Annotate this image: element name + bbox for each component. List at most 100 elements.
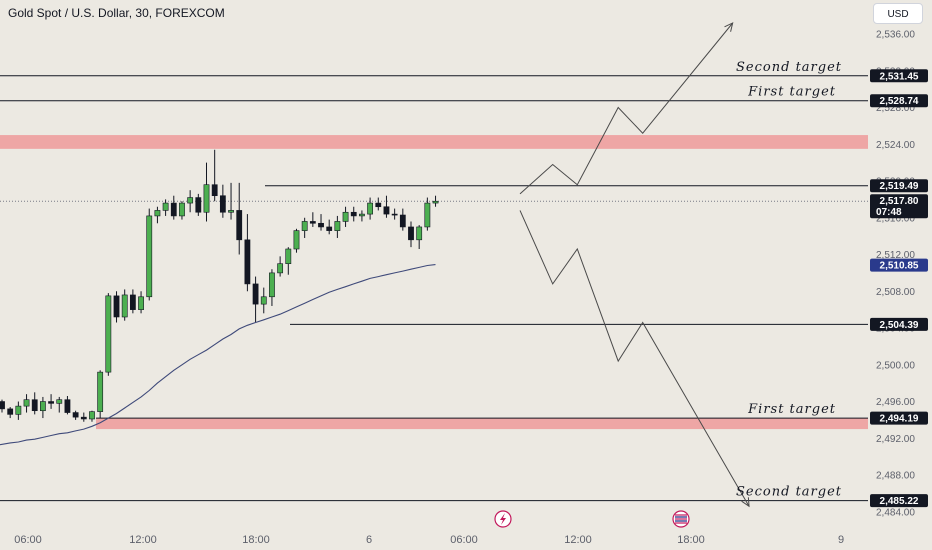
candle: [89, 410, 95, 422]
candle: [383, 195, 390, 218]
bullish-projection-path: [519, 22, 734, 195]
zone-rect: [96, 418, 868, 430]
x-tick-label: 12:00: [564, 534, 592, 546]
price-tag-first-target-up-text: 2,528.74: [880, 96, 919, 107]
candle: [31, 392, 38, 415]
price-tag-second-target-down: 2,485.22: [870, 494, 928, 508]
y-tick-label: 2,524.00: [876, 140, 915, 151]
price-tag-second-target-down-bg: [870, 494, 928, 508]
annotation-second-target-down: Second target: [736, 485, 842, 500]
candle: [211, 149, 218, 202]
candle: [416, 225, 423, 250]
candle: [146, 208, 153, 301]
price-tag-current-text: 2,517.80: [880, 196, 919, 207]
candle-body: [187, 197, 194, 204]
candle-body: [309, 221, 316, 224]
candle: [367, 197, 373, 220]
candle: [154, 206, 161, 224]
candle-body: [56, 399, 63, 404]
candle-body: [129, 294, 136, 310]
chart-title: Gold Spot / U.S. Dollar, 30, FOREXCOM: [8, 6, 225, 20]
candle: [7, 407, 14, 419]
candle-body: [285, 248, 292, 265]
annotation-first-target-up: First target: [747, 85, 836, 100]
price-tag-resistance-bg: [870, 179, 928, 193]
candle: [80, 412, 87, 422]
candle-body: [228, 210, 234, 213]
candle: [72, 410, 79, 420]
y-tick-label: 2,508.00: [876, 287, 915, 298]
candle: [244, 214, 251, 292]
candle: [129, 289, 136, 314]
candle-body: [7, 408, 14, 415]
candle-body: [203, 184, 210, 213]
us-flag-icon: [672, 510, 690, 528]
candle-body: [170, 202, 177, 217]
candle-body: [424, 202, 431, 228]
candle-body: [105, 295, 112, 373]
candle: [179, 201, 185, 220]
zone-rect: [0, 135, 868, 149]
candle: [162, 199, 169, 216]
candle: [301, 217, 308, 238]
candle: [309, 212, 316, 227]
price-tag-first-target-up: 2,528.74: [870, 94, 928, 108]
candle-body: [399, 214, 406, 228]
candle: [260, 287, 267, 314]
price-tag-moving-average: 2,510.85: [870, 258, 928, 272]
price-tag-first-target-up-bg: [870, 94, 928, 108]
candle: [23, 394, 30, 413]
candle-body: [236, 210, 243, 241]
candle-body: [383, 206, 390, 215]
annotation-first-target-down: First target: [747, 402, 836, 417]
candle-body: [64, 399, 71, 413]
x-tick-label: 18:00: [242, 534, 270, 546]
candles-layer: [0, 149, 439, 422]
candle-body: [179, 202, 185, 217]
y-tick-label: 2,496.00: [876, 397, 915, 408]
candle: [391, 208, 398, 220]
y-tick-label: 2,512.00: [876, 250, 915, 261]
candle-body: [146, 215, 153, 298]
annotations-layer: Second target First target First target Sec…: [736, 60, 842, 500]
moving-average-line: [0, 264, 436, 446]
y-tick-label: 2,536.00: [876, 30, 915, 41]
candle-body: [416, 226, 423, 241]
candle: [399, 208, 406, 231]
candle-body: [391, 213, 398, 216]
candle-body: [408, 226, 414, 241]
candle: [359, 210, 365, 222]
candle: [15, 401, 22, 420]
candle-body: [301, 221, 308, 231]
lightning-icon-bolt: [500, 513, 506, 525]
candle-body: [80, 416, 87, 420]
bearish-projection-path-arrowhead: [741, 497, 750, 508]
candle-body: [195, 197, 202, 213]
candle: [0, 399, 5, 413]
candle-body: [269, 272, 275, 298]
price-tag-current-countdown: 07:48: [876, 207, 902, 218]
levels-layer: [0, 75, 868, 502]
candle-body: [277, 263, 284, 274]
candle: [121, 289, 128, 321]
y-tick-label: 2,484.00: [876, 507, 915, 518]
candle: [228, 182, 234, 220]
price-tags-layer: 2,531.452,528.742,519.492,517.8007:482,5…: [870, 69, 928, 508]
candle-body: [121, 294, 128, 318]
candle-body: [334, 221, 341, 231]
time-axis[interactable]: 06:00 12:00 18:00 6 06:00 12:00 18:00 9: [14, 510, 844, 546]
candle: [342, 206, 349, 227]
candle: [113, 291, 120, 323]
candle-body: [375, 202, 382, 208]
y-tick-label: 2,528.00: [876, 103, 915, 114]
candle: [318, 214, 324, 231]
y-tick-label: 2,500.00: [876, 360, 915, 371]
candle-body: [97, 371, 104, 412]
candle-body: [293, 230, 300, 250]
x-tick-label: 06:00: [450, 534, 478, 546]
candle-body: [31, 399, 38, 412]
price-tag-support-bg: [870, 317, 928, 331]
currency-button[interactable]: USD: [873, 3, 923, 24]
